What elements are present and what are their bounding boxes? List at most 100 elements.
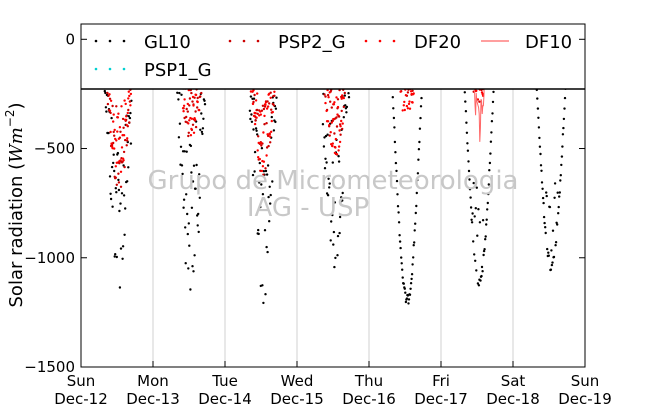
data-point xyxy=(342,116,345,119)
data-point xyxy=(419,116,422,120)
data-point xyxy=(185,150,188,153)
data-point xyxy=(330,220,333,223)
data-point xyxy=(257,135,260,138)
data-point xyxy=(473,253,476,256)
data-point xyxy=(109,192,112,195)
data-point xyxy=(391,96,394,99)
data-point xyxy=(477,208,480,211)
data-point xyxy=(263,114,266,118)
data-point xyxy=(407,302,410,305)
data-point xyxy=(123,99,126,102)
data-point xyxy=(551,229,555,232)
data-point xyxy=(476,282,480,285)
data-point xyxy=(270,119,273,123)
data-point xyxy=(119,159,122,162)
data-point xyxy=(537,116,540,120)
data-point xyxy=(117,181,121,184)
data-point xyxy=(324,157,327,160)
data-point xyxy=(554,244,557,247)
y-tick-label: 0 xyxy=(65,30,75,48)
data-point xyxy=(333,101,336,104)
data-point xyxy=(201,132,204,136)
data-point xyxy=(202,117,205,121)
data-point xyxy=(397,221,401,224)
data-point xyxy=(491,112,494,115)
data-point xyxy=(270,130,273,133)
y-axis-label-unit: Wm xyxy=(6,127,27,163)
data-point xyxy=(540,169,543,172)
legend: GL10 PSP2_G DF20 DF10 xyxy=(94,32,572,81)
data-point xyxy=(478,221,482,224)
data-point xyxy=(467,160,470,163)
data-point xyxy=(406,107,410,110)
data-point xyxy=(182,104,186,108)
data-point xyxy=(117,137,121,140)
data-point xyxy=(340,109,343,113)
data-point xyxy=(415,191,418,195)
data-point xyxy=(199,95,202,98)
data-point xyxy=(326,133,329,136)
legend-item-psp2-g[interactable]: PSP2_G xyxy=(228,32,346,53)
data-point xyxy=(328,134,331,137)
data-point xyxy=(418,140,421,144)
legend-label-df20: DF20 xyxy=(414,32,461,53)
data-point xyxy=(334,137,338,141)
data-point xyxy=(400,262,403,265)
data-point xyxy=(255,129,258,132)
data-point xyxy=(340,97,343,100)
data-point xyxy=(190,117,194,121)
data-point xyxy=(256,108,259,112)
data-point xyxy=(176,91,179,95)
data-point xyxy=(327,96,330,99)
data-point xyxy=(324,101,327,105)
data-point xyxy=(190,127,193,131)
data-point xyxy=(268,220,271,223)
data-point xyxy=(417,148,421,151)
data-point xyxy=(465,131,469,134)
legend-item-df20[interactable]: DF20 xyxy=(364,32,461,53)
x-tick-label-date: Dec-17 xyxy=(414,390,468,408)
data-point xyxy=(408,293,412,296)
data-point xyxy=(121,257,124,260)
data-point xyxy=(395,169,398,173)
x-tick-label-date: Dec-18 xyxy=(486,390,540,408)
data-point xyxy=(543,221,546,225)
data-point xyxy=(556,223,559,226)
data-point xyxy=(406,91,410,94)
data-point xyxy=(114,253,117,256)
data-point xyxy=(199,128,202,131)
data-point xyxy=(271,110,274,114)
data-point xyxy=(192,164,196,167)
data-point xyxy=(327,177,330,180)
legend-item-gl10[interactable]: GL10 xyxy=(94,32,191,53)
data-point xyxy=(118,286,122,289)
data-point xyxy=(416,172,420,175)
data-point xyxy=(553,196,556,199)
data-point xyxy=(398,234,401,237)
legend-background xyxy=(81,24,585,89)
data-point xyxy=(108,97,112,101)
data-point xyxy=(338,140,342,144)
data-point xyxy=(563,107,566,110)
data-point xyxy=(121,245,125,248)
data-point xyxy=(482,249,486,253)
data-point xyxy=(194,125,198,129)
data-point xyxy=(191,95,195,99)
data-point xyxy=(544,226,547,229)
data-point xyxy=(402,104,405,107)
y-axis-label-exponent: −2 xyxy=(3,110,17,128)
data-point xyxy=(260,144,263,147)
data-point xyxy=(324,134,328,138)
x-tick-label-date: Dec-19 xyxy=(558,390,612,408)
data-point xyxy=(196,106,199,109)
data-point xyxy=(405,297,409,300)
data-point xyxy=(128,94,131,98)
data-point xyxy=(339,133,342,136)
data-point xyxy=(110,142,113,145)
data-point xyxy=(188,97,192,100)
legend-item-df10[interactable]: DF10 xyxy=(481,32,572,53)
data-point xyxy=(188,119,191,122)
legend-item-psp1-g[interactable]: PSP1_G xyxy=(94,60,212,81)
data-point xyxy=(537,126,541,129)
data-point xyxy=(475,269,478,272)
